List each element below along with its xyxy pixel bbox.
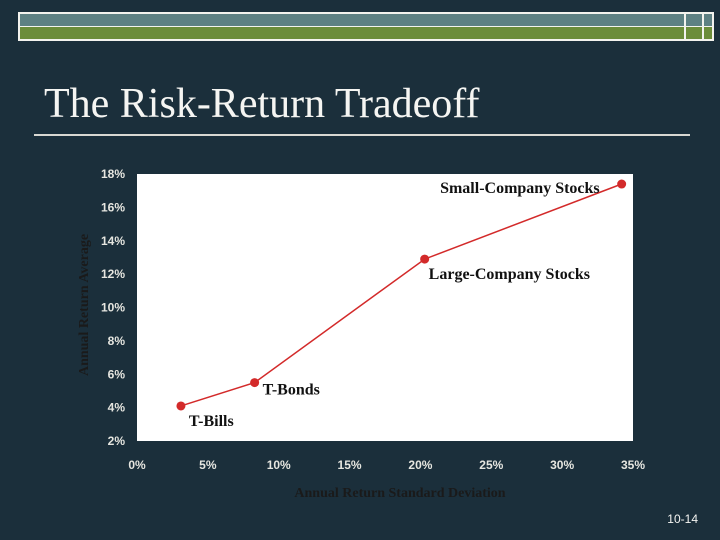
y-tick-label: 2% (108, 434, 126, 448)
x-tick-label: 5% (199, 458, 217, 472)
y-tick-label: 4% (108, 401, 126, 415)
series-line (180, 183, 622, 407)
x-tick-label: 35% (621, 458, 645, 472)
y-axis-title: Annual Return Average (77, 234, 92, 376)
slide-number: 10-14 (667, 512, 698, 526)
plot-area (137, 174, 633, 441)
data-point-marker (250, 378, 260, 388)
top-bar-end-box (684, 12, 704, 28)
y-tick-label: 18% (101, 167, 125, 181)
x-tick-label: 30% (550, 458, 574, 472)
x-tick-label: 0% (128, 458, 146, 472)
title-underline (34, 134, 690, 136)
slide-title: The Risk-Return Tradeoff (44, 81, 480, 127)
y-tick-label: 6% (108, 367, 126, 381)
data-point-label: Small-Company Stocks (440, 180, 600, 197)
y-tick-label: 8% (108, 334, 126, 348)
x-tick-label: 20% (408, 458, 432, 472)
x-axis-title: Annual Return Standard Deviation (294, 486, 505, 501)
data-point-label: T-Bonds (263, 382, 320, 399)
top-decorative-bar-lower (18, 27, 714, 41)
data-point-label: T-Bills (189, 413, 234, 430)
top-bar-lower-end-box (684, 27, 704, 39)
y-tick-label: 14% (101, 234, 125, 248)
x-tick-label: 15% (338, 458, 362, 472)
data-point-marker (617, 179, 627, 189)
y-tick-label: 16% (101, 200, 125, 214)
y-tick-label: 10% (101, 301, 125, 315)
x-tick-label: 25% (479, 458, 503, 472)
data-point-label: Large-Company Stocks (429, 266, 590, 283)
data-point-marker (176, 401, 186, 411)
data-point-marker (420, 254, 430, 264)
x-tick-label: 10% (267, 458, 291, 472)
y-tick-label: 12% (101, 267, 125, 281)
